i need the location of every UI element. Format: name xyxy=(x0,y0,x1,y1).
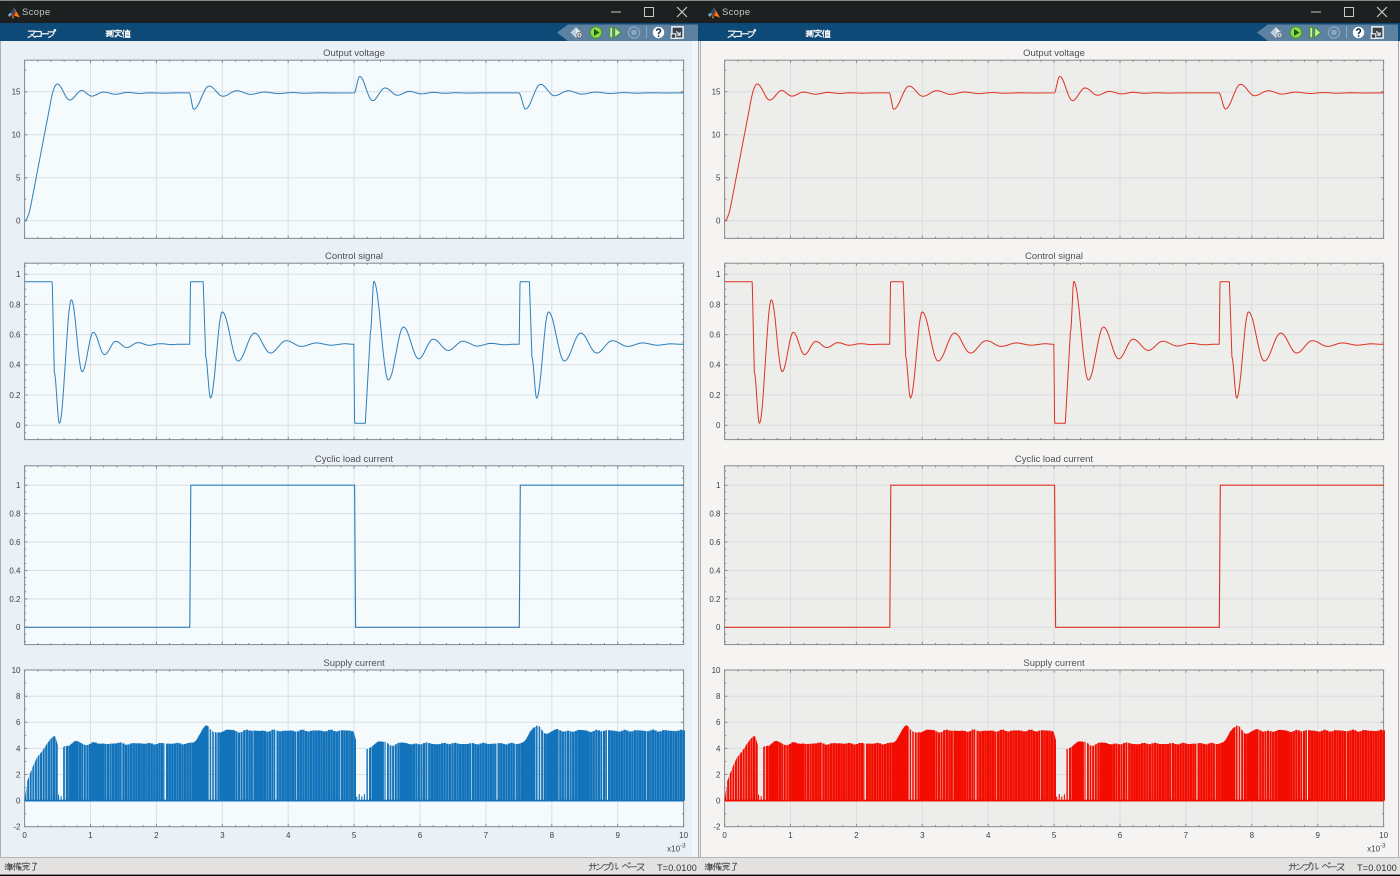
svg-text:2: 2 xyxy=(16,770,21,779)
svg-text:Cyclic load current: Cyclic load current xyxy=(315,454,393,465)
svg-text:10: 10 xyxy=(12,131,21,140)
svg-text:5: 5 xyxy=(352,831,357,840)
svg-text:1: 1 xyxy=(16,270,21,279)
svg-text:10: 10 xyxy=(679,831,688,840)
svg-text:9: 9 xyxy=(615,831,620,840)
svg-text:0: 0 xyxy=(16,217,21,226)
svg-text:0: 0 xyxy=(16,797,21,806)
svg-text:2: 2 xyxy=(154,831,159,840)
svg-text:Control signal: Control signal xyxy=(325,251,383,262)
svg-text:0.8: 0.8 xyxy=(9,300,21,309)
svg-text:7: 7 xyxy=(484,831,489,840)
svg-text:5: 5 xyxy=(16,174,21,183)
svg-text:0.4: 0.4 xyxy=(9,566,21,575)
svg-text:x10-3: x10-3 xyxy=(667,843,686,854)
svg-text:0: 0 xyxy=(16,421,21,430)
svg-text:0.2: 0.2 xyxy=(9,391,21,400)
svg-text:8: 8 xyxy=(16,692,21,701)
svg-text:0.2: 0.2 xyxy=(9,595,21,604)
svg-text:4: 4 xyxy=(16,744,21,753)
svg-text:4: 4 xyxy=(286,831,291,840)
svg-text:10: 10 xyxy=(12,666,21,675)
svg-text:Supply current: Supply current xyxy=(323,658,385,669)
svg-text:1: 1 xyxy=(88,831,93,840)
svg-text:-2: -2 xyxy=(13,823,21,832)
svg-text:0.6: 0.6 xyxy=(9,331,21,340)
svg-text:6: 6 xyxy=(16,718,21,727)
svg-text:8: 8 xyxy=(550,831,555,840)
svg-text:0.4: 0.4 xyxy=(9,361,21,370)
svg-text:Output voltage: Output voltage xyxy=(323,48,385,59)
svg-text:0: 0 xyxy=(16,623,21,632)
svg-text:0: 0 xyxy=(22,831,27,840)
svg-text:6: 6 xyxy=(418,831,423,840)
svg-text:1: 1 xyxy=(16,481,21,490)
svg-text:3: 3 xyxy=(220,831,225,840)
svg-text:0.6: 0.6 xyxy=(9,538,21,547)
svg-text:15: 15 xyxy=(12,88,21,97)
svg-text:0.8: 0.8 xyxy=(9,510,21,519)
